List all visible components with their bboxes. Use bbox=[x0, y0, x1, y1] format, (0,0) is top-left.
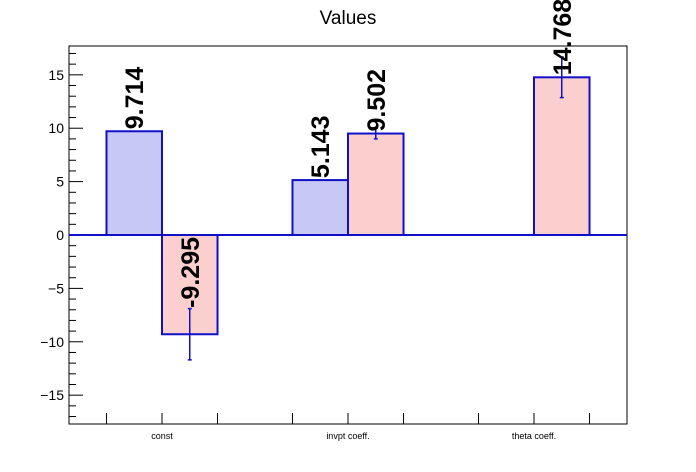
y-tick-label: 15 bbox=[48, 67, 64, 83]
x-tick-label: theta coeff. bbox=[512, 431, 556, 441]
chart-title: Values bbox=[320, 8, 377, 29]
x-tick-label: const bbox=[151, 431, 173, 441]
bar bbox=[533, 76, 591, 236]
y-tick-label: −5 bbox=[48, 280, 64, 296]
data-label: 9.502 bbox=[363, 69, 391, 132]
data-label: 9.714 bbox=[121, 67, 149, 130]
data-label: 5.143 bbox=[307, 116, 335, 179]
bar bbox=[291, 179, 349, 236]
y-tick-label: −10 bbox=[40, 334, 64, 350]
y-tick-label: 5 bbox=[56, 174, 64, 190]
y-tick-label: −15 bbox=[40, 387, 64, 403]
data-label: -9.295 bbox=[177, 237, 205, 308]
y-tick-label: 0 bbox=[56, 227, 64, 243]
y-tick-label: 10 bbox=[48, 120, 64, 136]
bar bbox=[105, 130, 164, 236]
x-tick-label: invpt coeff. bbox=[326, 431, 369, 441]
data-label: 14.768 bbox=[549, 0, 577, 75]
bar bbox=[347, 132, 405, 236]
